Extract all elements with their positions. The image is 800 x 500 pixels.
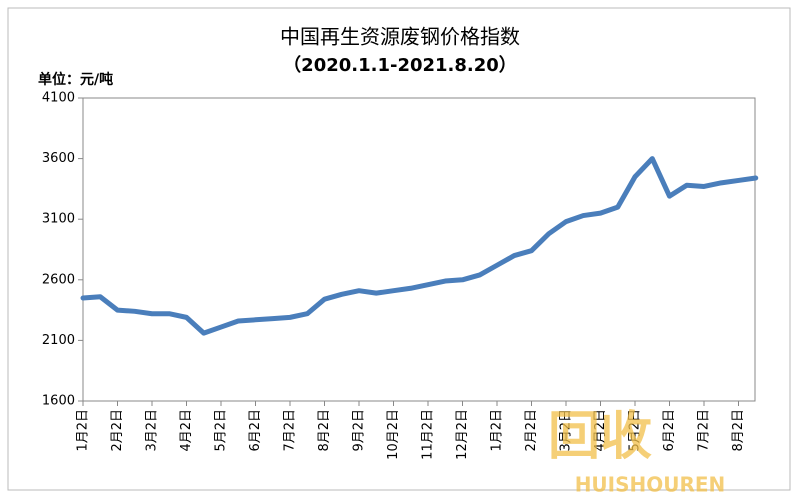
x-tick-label: 6月2日 xyxy=(662,409,677,452)
chart-subtitle: （2020.1.1-2021.8.20） xyxy=(283,55,517,76)
watermark: HUISHOUREN xyxy=(575,473,726,497)
x-tick-label: 4月2日 xyxy=(179,409,194,452)
frame xyxy=(7,7,791,491)
x-tick-label: 5月2日 xyxy=(214,409,229,452)
chart-title: 中国再生资源废钢价格指数 xyxy=(280,25,520,49)
x-tick-label: 8月2日 xyxy=(317,409,332,452)
y-tick-label: 3600 xyxy=(42,151,75,166)
y-tick-label: 1600 xyxy=(42,394,75,409)
y-tick-label: 2100 xyxy=(42,333,75,348)
x-tick-label: 5月2日 xyxy=(628,409,643,452)
x-tick-label: 8月2日 xyxy=(731,409,746,452)
y-axis-label: 单位：元/吨 xyxy=(38,71,113,88)
x-tick-label: 6月2日 xyxy=(248,409,263,452)
x-tick-label: 2月2日 xyxy=(110,409,125,452)
x-tick-label: 10月2日 xyxy=(386,409,401,460)
x-tick-label: 7月2日 xyxy=(697,409,712,452)
x-tick-label: 3月2日 xyxy=(559,409,574,452)
line xyxy=(80,156,759,336)
y-tick-label: 2600 xyxy=(42,272,75,287)
x-tick-label: 12月2日 xyxy=(455,409,470,460)
x-tick-label: 7月2日 xyxy=(283,409,298,452)
x-tick-label: 2月2日 xyxy=(524,409,539,452)
plot-area xyxy=(82,97,756,402)
watermark: 回收 xyxy=(548,407,652,467)
x-tick-label: 1月2日 xyxy=(76,409,91,452)
y-tick-label: 4100 xyxy=(42,91,75,106)
x-tick-label: 1月2日 xyxy=(490,409,505,452)
x-tick-label: 4月2日 xyxy=(593,409,608,452)
y-tick-label: 3100 xyxy=(42,212,75,227)
x-tick-label: 9月2日 xyxy=(352,409,367,452)
x-tick-label: 3月2日 xyxy=(145,409,160,452)
x-tick-label: 11月2日 xyxy=(421,409,436,460)
